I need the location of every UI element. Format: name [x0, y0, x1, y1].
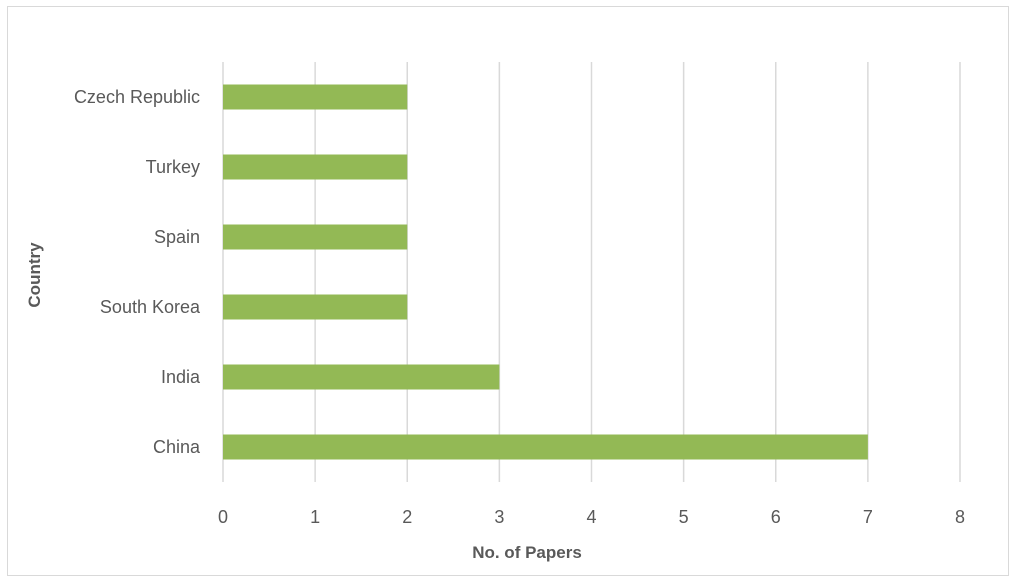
x-tick-label: 5 [679, 507, 689, 527]
y-tick-label: Spain [154, 227, 200, 247]
y-axis-title: Country [25, 242, 44, 308]
bar-south-korea [223, 294, 408, 320]
x-tick-labels: 0 1 2 3 4 5 6 7 8 [218, 507, 965, 527]
y-tick-label: India [161, 367, 201, 387]
bar-china [223, 434, 868, 460]
y-tick-label: Czech Republic [74, 87, 200, 107]
y-tick-label: China [153, 437, 201, 457]
x-tick-label: 0 [218, 507, 228, 527]
x-tick-label: 3 [494, 507, 504, 527]
bar-spain [223, 224, 408, 250]
gridlines [222, 62, 961, 482]
x-axis-title: No. of Papers [472, 543, 582, 562]
y-tick-label: South Korea [100, 297, 201, 317]
x-tick-label: 7 [863, 507, 873, 527]
x-tick-label: 8 [955, 507, 965, 527]
bar-india [223, 364, 500, 390]
y-tick-labels: China India South Korea Spain Turkey Czech Re… [74, 87, 201, 457]
y-tick-label: Turkey [146, 157, 200, 177]
bars [223, 84, 868, 460]
x-tick-label: 1 [310, 507, 320, 527]
x-tick-label: 4 [586, 507, 596, 527]
x-tick-label: 2 [402, 507, 412, 527]
bar-turkey [223, 154, 408, 180]
chart-frame [7, 6, 1009, 576]
x-tick-label: 6 [771, 507, 781, 527]
bar-czech-republic [223, 84, 408, 110]
